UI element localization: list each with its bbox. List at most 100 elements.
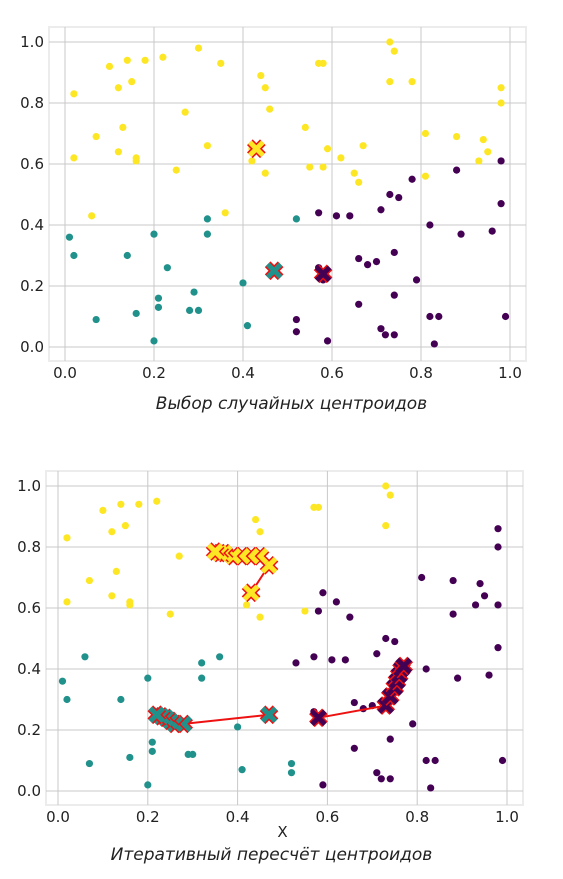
data-point-purple <box>422 756 430 765</box>
data-point-teal <box>154 303 163 311</box>
data-point-teal <box>234 723 242 731</box>
data-point-purple <box>454 674 462 682</box>
data-point-purple <box>382 634 390 643</box>
y-tick-label: 1.0 <box>20 33 44 51</box>
x-tick-label: 1.0 <box>498 364 522 382</box>
centroid-marker-yellow <box>206 543 224 560</box>
data-point-purple <box>386 190 394 199</box>
data-point-yellow <box>301 607 309 615</box>
data-point-purple <box>390 291 398 299</box>
data-point-teal <box>186 306 194 314</box>
x-tick-label: 0.8 <box>405 808 429 826</box>
tick-labels: 0.0 0.0 0.2 0.2 0.4 0.4 0.6 0.6 0.8 0.8 1.0 1.0 <box>17 477 519 826</box>
data-point-yellow <box>337 154 345 162</box>
y-tick-label: 0.0 <box>20 338 44 356</box>
data-point-yellow <box>314 503 323 511</box>
y-tick-label: 0.8 <box>20 94 44 112</box>
data-point-yellow <box>121 522 129 530</box>
data-point-teal <box>58 677 67 685</box>
data-point-purple <box>494 543 502 551</box>
data-point-yellow <box>128 78 136 86</box>
tick-labels: 0.0 0.0 0.2 0.2 0.4 0.4 0.6 0.6 0.8 0.8 1.0 1.0 <box>20 33 522 382</box>
data-point-purple <box>422 665 430 673</box>
data-point-yellow <box>88 212 96 220</box>
data-point-purple <box>377 206 385 214</box>
data-point-purple <box>292 328 300 336</box>
data-point-yellow <box>126 601 134 609</box>
data-point-teal <box>287 759 296 768</box>
data-point-purple <box>314 607 323 615</box>
data-point-yellow <box>355 178 363 186</box>
data-point-purple <box>323 337 332 345</box>
data-point-teal <box>190 288 198 296</box>
data-point-purple <box>431 756 439 765</box>
data-point-teal <box>92 315 100 324</box>
y-tick-label: 1.0 <box>17 477 41 495</box>
data-point-purple <box>364 261 372 269</box>
data-point-yellow <box>70 154 78 162</box>
data-point-purple <box>480 592 489 600</box>
data-point-purple <box>457 230 465 238</box>
data-point-yellow <box>382 482 390 490</box>
data-point-purple <box>319 589 327 597</box>
data-point-yellow <box>85 576 94 585</box>
data-point-teal <box>154 294 163 302</box>
data-point-teal <box>81 653 89 661</box>
data-point-yellow <box>221 209 229 217</box>
data-point-teal <box>132 309 140 318</box>
data-point-purple <box>292 659 300 667</box>
data-point-purple <box>409 720 417 728</box>
data-point-yellow <box>266 105 274 113</box>
data-point-purple <box>430 340 438 348</box>
data-point-purple <box>377 325 385 333</box>
data-point-purple <box>292 315 300 324</box>
data-point-teal <box>189 750 197 758</box>
data-point-purple <box>390 331 398 339</box>
data-point-yellow <box>386 38 394 46</box>
data-point-yellow <box>359 142 367 150</box>
data-point-yellow <box>99 506 107 514</box>
centroid-marker-teal <box>148 706 166 724</box>
caption-iterative-centroids: Итеративный пересчёт центроидов <box>110 845 433 865</box>
data-point-yellow <box>256 528 264 536</box>
data-point-yellow <box>350 169 358 177</box>
x-tick-label: 0.0 <box>53 364 77 382</box>
data-point-yellow <box>181 108 189 116</box>
data-point-teal <box>117 695 125 704</box>
x-tick-label: 0.4 <box>226 808 250 826</box>
data-point-teal <box>85 759 94 768</box>
data-point-purple <box>426 221 434 229</box>
data-point-yellow <box>108 592 116 600</box>
data-point-purple <box>395 193 403 202</box>
data-point-teal <box>239 279 247 287</box>
x-tick-label: 0.4 <box>231 364 255 382</box>
data-point-purple <box>346 212 354 220</box>
data-point-purple <box>485 671 493 679</box>
data-point-teal <box>194 306 203 314</box>
data-point-yellow <box>63 534 71 542</box>
data-point-purple <box>328 656 336 664</box>
data-point-yellow <box>203 142 211 150</box>
data-point-yellow <box>256 613 264 621</box>
data-point-yellow <box>63 598 71 606</box>
data-point-purple <box>377 775 385 783</box>
data-point-yellow <box>175 552 183 560</box>
data-point-yellow <box>251 515 260 524</box>
y-tick-label: 0.4 <box>20 216 44 234</box>
data-point-purple <box>346 613 354 621</box>
data-point-yellow <box>112 567 120 575</box>
data-point-yellow <box>319 163 327 171</box>
y-tick-label: 0.6 <box>20 155 44 173</box>
data-point-yellow <box>108 528 116 536</box>
data-point-yellow <box>105 62 114 70</box>
scatter-chart-random-centroids: 0.0 0.0 0.2 0.2 0.4 0.4 0.6 0.6 0.8 0.8 1.0 1.0 <box>20 26 527 382</box>
centroid-markers <box>247 139 333 284</box>
data-point-purple <box>488 227 496 235</box>
centroid-marker-yellow <box>248 140 265 158</box>
centroid-marker-purple <box>310 709 327 727</box>
data-point-teal <box>243 322 252 330</box>
x-tick-label: 0.2 <box>136 808 160 826</box>
gridlines <box>49 27 526 361</box>
data-point-purple <box>310 653 318 661</box>
data-point-yellow <box>141 56 149 64</box>
